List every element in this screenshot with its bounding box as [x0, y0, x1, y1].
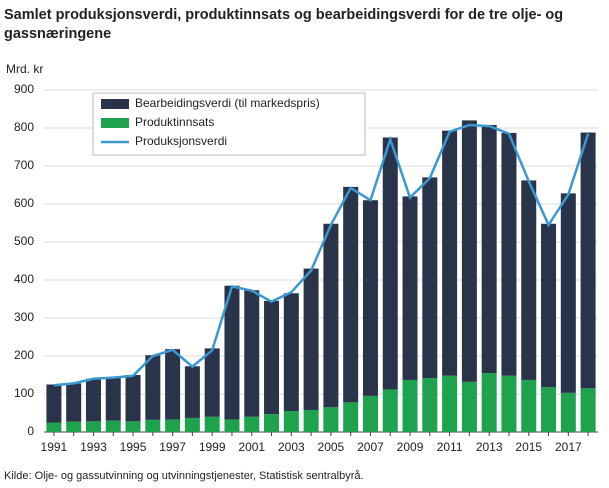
bar: [105, 377, 121, 421]
y-tick-label: 0: [27, 424, 34, 438]
bar: [264, 414, 280, 432]
y-tick-label: 600: [14, 196, 34, 210]
y-tick-label: 800: [14, 120, 34, 134]
x-tick-label: 2013: [476, 440, 503, 454]
bar: [46, 384, 62, 423]
bar: [323, 407, 339, 432]
bar: [481, 373, 497, 432]
x-tick-label: 2003: [278, 440, 305, 454]
bar: [283, 293, 299, 412]
legend-label: Bearbeidingsverdi (til markedspris): [135, 96, 320, 110]
bar: [303, 268, 319, 410]
source: Kilde: Olje- og gassutvinning og utvinni…: [4, 470, 364, 482]
legend-box: [92, 92, 366, 156]
bar: [264, 300, 280, 415]
x-tick-label: 2009: [397, 440, 424, 454]
legend-swatch: [101, 99, 129, 109]
bar: [560, 392, 576, 432]
x-tick-label: 1995: [120, 440, 147, 454]
legend-label: Produktinnsats: [135, 115, 214, 129]
bar: [85, 378, 101, 422]
bar: [244, 290, 260, 417]
y-tick-label: 200: [14, 348, 34, 362]
bar: [244, 416, 260, 432]
bar: [66, 421, 82, 432]
x-tick-label: 2011: [437, 440, 463, 454]
x-tick-label: 1993: [80, 440, 107, 454]
x-tick-label: 2017: [555, 440, 582, 454]
y-tick-label: 500: [14, 234, 34, 248]
bar: [145, 355, 161, 420]
bar: [442, 375, 458, 432]
bar: [145, 419, 161, 432]
x-tick-label: 1997: [159, 440, 186, 454]
y-tick-label: 700: [14, 158, 34, 172]
bar: [461, 381, 477, 432]
bar: [362, 395, 378, 432]
line: [53, 123, 590, 387]
legend-label: Produksjonsverdi: [135, 134, 227, 148]
bar: [85, 421, 101, 432]
x-tick-label: 1991: [41, 440, 68, 454]
y-tick-label: 900: [14, 82, 34, 96]
bar: [66, 383, 82, 422]
bar: [224, 419, 240, 432]
bar: [303, 409, 319, 432]
x-tick-label: 2015: [515, 440, 542, 454]
bar: [382, 137, 398, 390]
bar: [541, 223, 557, 388]
bar: [283, 411, 299, 432]
bar: [343, 402, 359, 432]
bar: [402, 196, 418, 380]
bar: [184, 417, 200, 432]
y-tick-label: 100: [14, 386, 34, 400]
y-axis-label: Mrd. kr: [6, 62, 43, 76]
bar: [481, 124, 497, 374]
bar: [422, 378, 438, 432]
bar: [461, 120, 477, 382]
bar: [323, 223, 339, 408]
bar: [560, 193, 576, 393]
bar: [204, 416, 220, 432]
y-tick-label: 400: [14, 272, 34, 286]
bar: [402, 379, 418, 432]
bar: [501, 132, 517, 376]
bar: [125, 421, 141, 432]
bar: [580, 388, 596, 432]
bar: [105, 420, 121, 432]
bar: [204, 348, 220, 417]
bar: [184, 366, 200, 418]
legend-swatch: [101, 118, 129, 128]
bar: [362, 200, 378, 396]
bar: [521, 379, 537, 432]
x-tick-label: 1999: [199, 440, 226, 454]
bar: [501, 375, 517, 432]
x-tick-label: 2001: [238, 440, 265, 454]
bar: [442, 130, 458, 376]
y-tick-label: 300: [14, 310, 34, 324]
bar: [46, 422, 62, 432]
bar: [224, 285, 240, 420]
x-tick-label: 2007: [357, 440, 384, 454]
bar: [343, 186, 359, 403]
bar: [580, 132, 596, 389]
bar: [541, 387, 557, 432]
bar: [165, 419, 181, 432]
x-tick-label: 2005: [318, 440, 345, 454]
bar: [521, 180, 537, 380]
bar: [382, 389, 398, 432]
bar: [125, 375, 141, 422]
chart-title: Samlet produksjonsverdi, produktinnsats …: [4, 7, 564, 42]
bar: [422, 177, 438, 379]
bar: [165, 349, 181, 420]
